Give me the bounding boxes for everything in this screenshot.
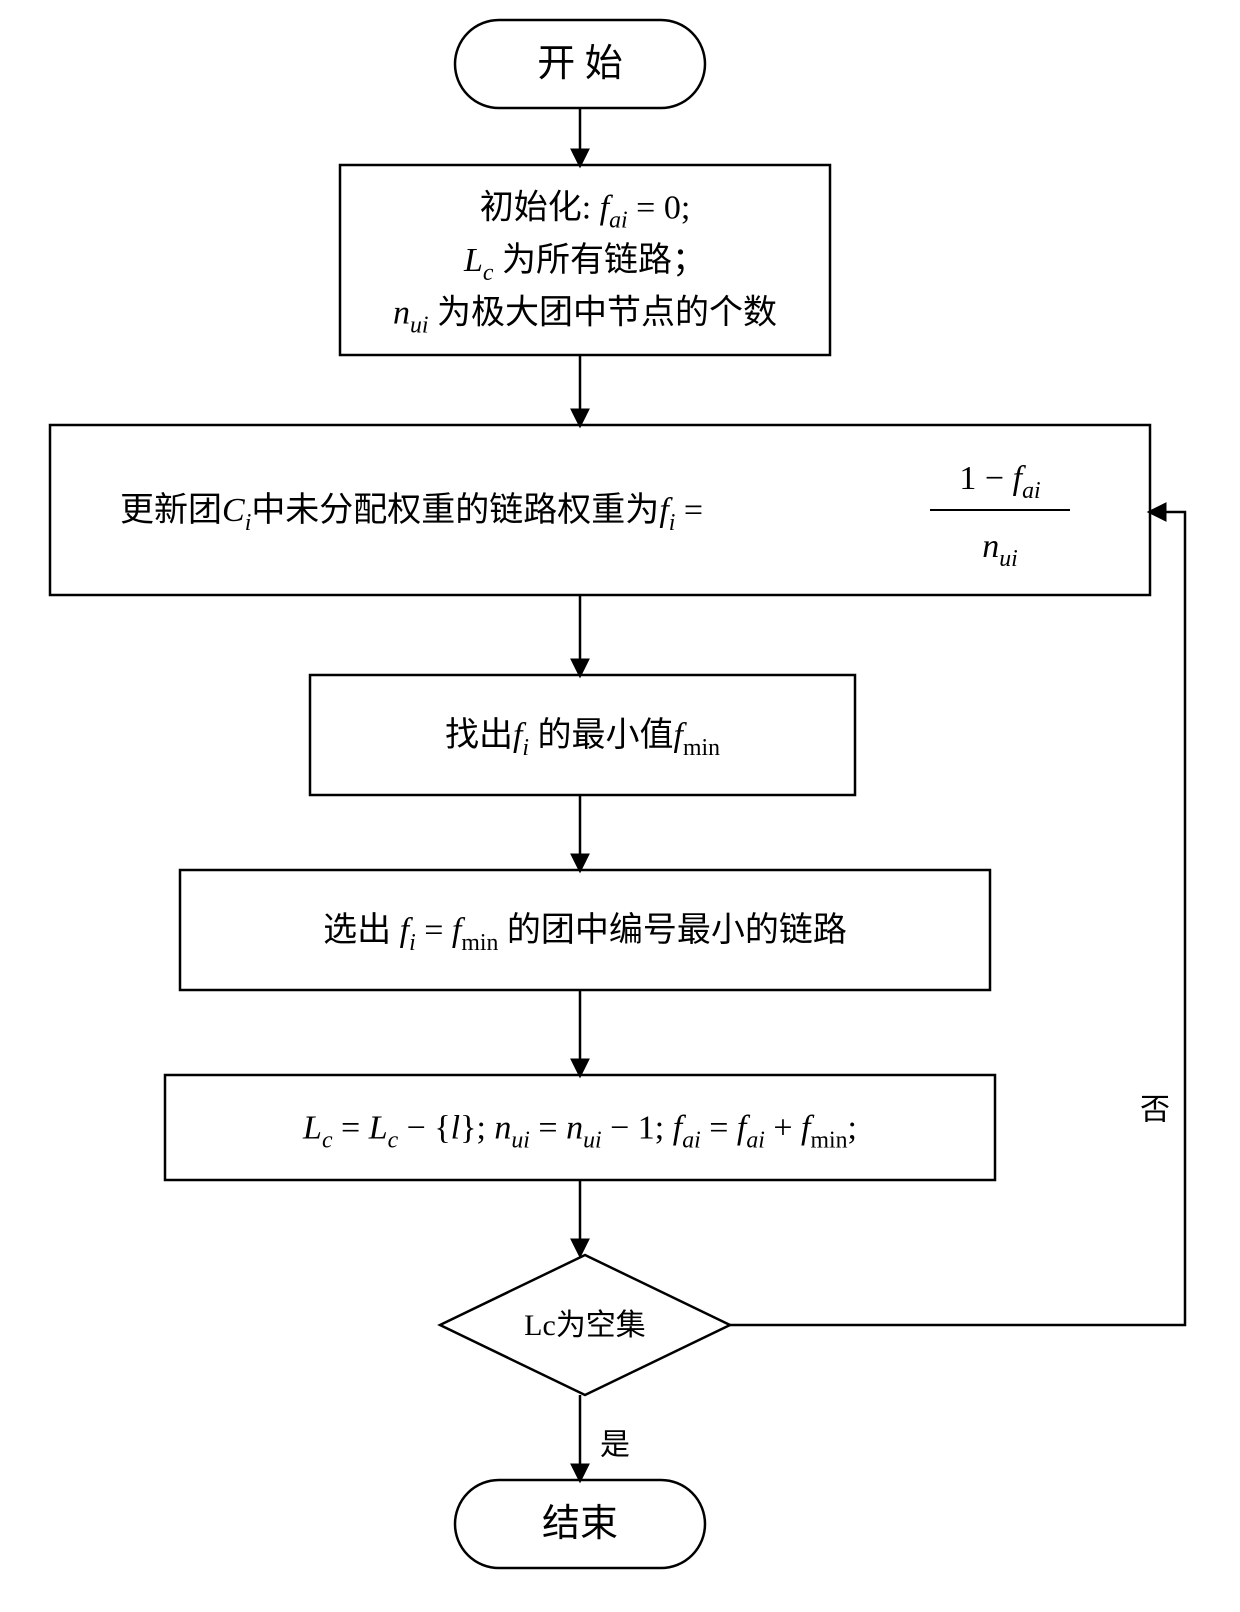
decision-label: Lc为空集 [524, 1309, 646, 1342]
end-label: 结束 [542, 1503, 618, 1545]
edge-label-decision-update: 否 [1140, 1094, 1170, 1127]
edge-label-decision-end: 是 [600, 1429, 630, 1462]
start-label: 开 始 [537, 43, 623, 85]
